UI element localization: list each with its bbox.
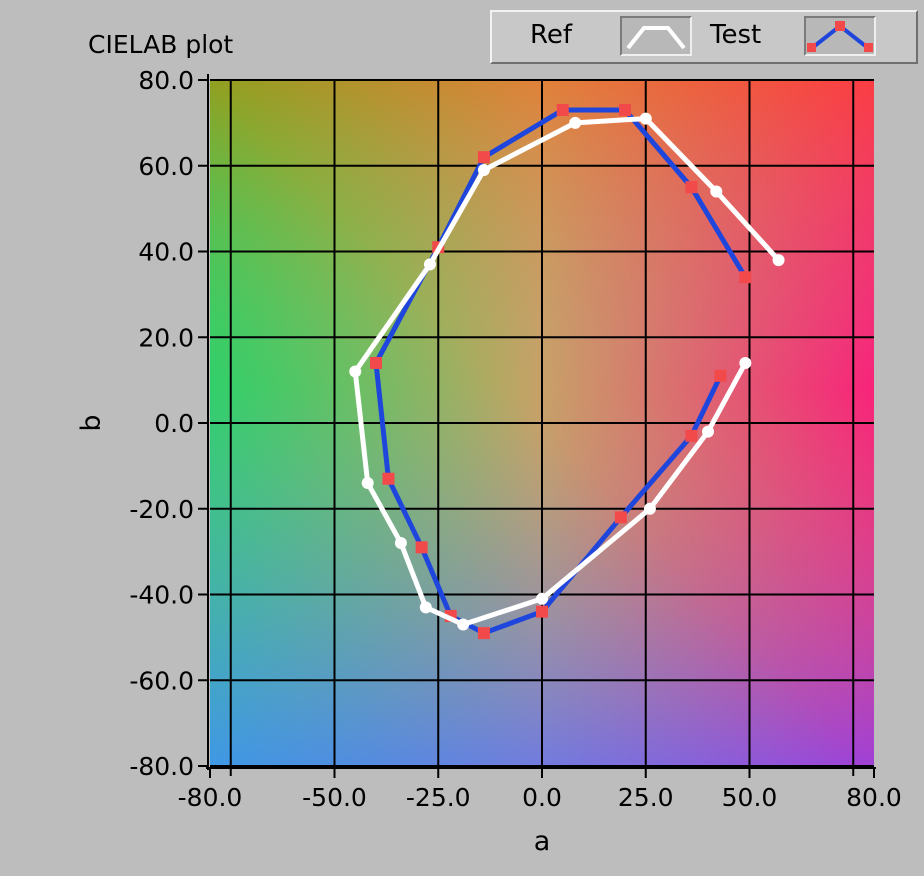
- data-point-test: [685, 429, 698, 442]
- data-point-test: [477, 627, 490, 640]
- x-tick-label: -80.0: [178, 783, 243, 812]
- data-point-ref: [643, 502, 656, 515]
- data-point-test: [556, 104, 569, 117]
- y-tick-label: 60.0: [138, 152, 194, 181]
- data-point-test: [477, 151, 490, 164]
- data-point-test: [415, 541, 428, 554]
- data-point-ref: [423, 258, 436, 271]
- data-point-ref: [739, 356, 752, 369]
- data-point-test: [370, 356, 382, 369]
- legend-swatch-test[interactable]: [804, 16, 876, 56]
- x-axis-label: a: [534, 826, 551, 857]
- y-tick-label: 80.0: [138, 66, 194, 95]
- y-tick-label: 0.0: [154, 409, 194, 438]
- x-tick-label: -25.0: [406, 783, 471, 812]
- data-point-test: [685, 181, 698, 194]
- x-tick-label: 25.0: [618, 783, 674, 812]
- data-point-test: [714, 369, 727, 382]
- x-tick-label: 0.0: [522, 783, 562, 812]
- ref-line-icon: [626, 26, 686, 50]
- y-tick-label: -40.0: [129, 581, 194, 610]
- y-tick-label: -20.0: [129, 495, 194, 524]
- data-point-test: [536, 605, 548, 618]
- plot-legend[interactable]: Ref Test: [490, 10, 918, 64]
- plot-title: CIELAB plot: [88, 30, 234, 59]
- data-point-ref: [536, 592, 548, 605]
- data-point-ref: [569, 116, 582, 129]
- legend-label-test: Test: [710, 20, 762, 50]
- data-point-ref: [702, 425, 714, 438]
- legend-swatch-ref[interactable]: [620, 16, 692, 56]
- data-point-test: [739, 271, 752, 284]
- data-point-ref: [361, 477, 374, 490]
- data-point-test: [382, 472, 395, 485]
- x-tick-label: -50.0: [302, 783, 367, 812]
- data-point-test: [619, 104, 631, 117]
- test-line-icon: [807, 21, 873, 52]
- y-tick-label: 20.0: [138, 323, 194, 352]
- y-tick-label: 40.0: [138, 238, 194, 267]
- data-point-ref: [772, 254, 785, 267]
- data-point-ref: [349, 365, 362, 378]
- x-tick-label: 80.0: [846, 783, 902, 812]
- y-axis-label: b: [76, 414, 107, 431]
- data-point-test: [614, 511, 627, 524]
- data-point-ref: [710, 185, 723, 198]
- data-point-ref: [639, 112, 652, 125]
- data-point-ref: [394, 537, 407, 550]
- legend-label-ref: Ref: [530, 20, 573, 50]
- y-tick-label: -80.0: [129, 752, 194, 781]
- x-tick-label: 50.0: [722, 783, 778, 812]
- data-point-ref: [457, 618, 470, 631]
- data-point-ref: [419, 601, 432, 614]
- y-tick-label: -60.0: [129, 666, 194, 695]
- data-point-ref: [477, 164, 490, 177]
